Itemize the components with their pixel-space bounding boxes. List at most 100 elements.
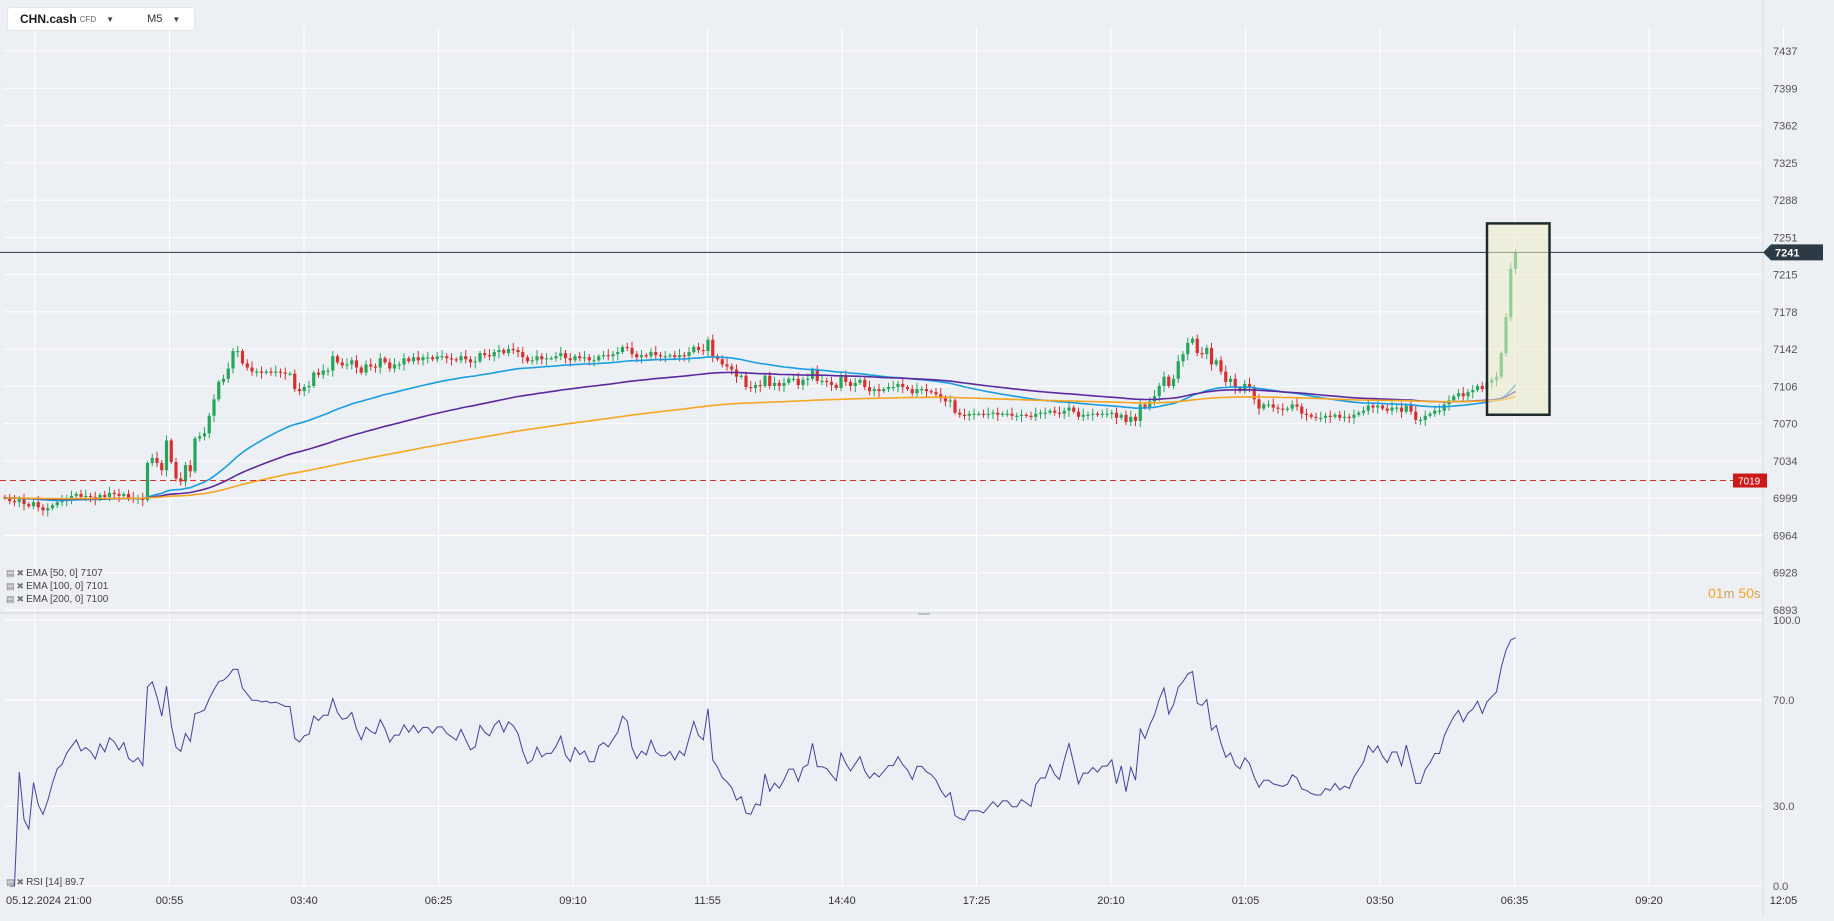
price-tick-label: 7142 — [1773, 344, 1797, 356]
candle-body — [1015, 415, 1019, 417]
legend-ema-100[interactable]: ▤ ✖ EMA [100, 0] 7101 — [6, 581, 108, 592]
time-tick-label: 14:40 — [828, 895, 856, 907]
time-tick-label: 03:50 — [1366, 895, 1394, 907]
candle-body — [1433, 410, 1437, 414]
candle-body — [692, 346, 696, 353]
candle-body — [1034, 413, 1038, 417]
price-tick-label: 7399 — [1773, 83, 1797, 95]
candle-body — [901, 383, 905, 388]
timeframe-dropdown-icon[interactable]: ▼ — [172, 14, 181, 24]
candle-body — [79, 493, 83, 497]
candle-body — [772, 382, 777, 386]
candle-body — [877, 389, 881, 392]
symbol-dropdown-icon[interactable]: ▼ — [106, 14, 115, 24]
candle-body — [1404, 405, 1408, 412]
candle-body — [36, 502, 40, 508]
candle-body — [521, 352, 525, 358]
candle-body — [554, 356, 558, 359]
candle-body — [673, 355, 677, 358]
legend-ema-50[interactable]: ▤ ✖ EMA [50, 0] 7107 — [6, 568, 103, 579]
candle-body — [1285, 408, 1290, 410]
candle-body — [283, 372, 287, 374]
candle-body — [578, 356, 582, 359]
settings-icon[interactable]: ▤ — [6, 877, 15, 887]
candle-body — [563, 353, 568, 359]
highlight-box[interactable] — [1485, 222, 1551, 417]
candle-body — [920, 389, 924, 391]
candle-body — [492, 352, 496, 357]
candle-body — [112, 492, 116, 495]
candle-body — [1005, 413, 1009, 415]
candle-body — [1395, 407, 1399, 409]
price-tick-label: 7288 — [1773, 195, 1797, 207]
candle-body — [1186, 342, 1190, 355]
candle-body — [55, 502, 59, 506]
candle-body — [953, 400, 957, 413]
candle-body — [402, 358, 406, 365]
candle-body — [1148, 401, 1152, 408]
countdown-seconds: 50 — [1738, 585, 1754, 601]
candle-body — [226, 368, 230, 379]
price-tick-label: 7070 — [1773, 419, 1797, 431]
candle-body — [606, 355, 610, 357]
candle-body — [1138, 404, 1142, 421]
candle-body — [350, 360, 354, 365]
candle-body — [459, 356, 463, 361]
candle-body — [1110, 412, 1114, 414]
countdown-minutes-unit: m — [1723, 586, 1735, 601]
candle-body — [1281, 408, 1285, 410]
candle-body — [60, 501, 64, 503]
price-tick-label: 7034 — [1773, 456, 1797, 468]
candle-body — [1143, 404, 1147, 408]
time-tick-label: 09:20 — [1635, 895, 1663, 907]
candle-body — [1157, 385, 1161, 397]
settings-icon[interactable]: ▤ — [6, 581, 15, 591]
candle-body — [1100, 413, 1104, 415]
candle-body — [236, 351, 240, 353]
candle-body — [958, 412, 962, 415]
candle-body — [782, 382, 786, 386]
candle-body — [948, 400, 952, 402]
candle-body — [1076, 411, 1081, 417]
close-icon[interactable]: ✖ — [16, 581, 25, 591]
time-axis[interactable]: 05.12.2024 21:00 00:55 03:40 06:25 09:10 11:5… — [6, 895, 1797, 907]
time-tick-label: 05.12.2024 21:00 — [6, 895, 92, 907]
candle-body — [625, 346, 629, 349]
level-tag[interactable] — [1733, 473, 1767, 488]
legend-rsi[interactable]: ▤ ✖ RSI [14] 89.7 — [6, 877, 84, 888]
candle-body — [31, 502, 36, 507]
candle-body — [725, 364, 729, 367]
price-tick-label: 7437 — [1773, 46, 1797, 58]
candle-body — [1062, 410, 1066, 414]
candle-body — [601, 355, 606, 357]
candle-body — [255, 371, 259, 373]
candle-body — [1105, 413, 1109, 415]
legend-ema-200[interactable]: ▤ ✖ EMA [200, 0] 7100 — [6, 594, 108, 605]
candle-body — [639, 355, 644, 358]
close-icon[interactable]: ✖ — [16, 568, 25, 578]
close-icon[interactable]: ✖ — [16, 594, 25, 604]
candle-body — [293, 373, 297, 390]
settings-icon[interactable]: ▤ — [6, 568, 15, 578]
symbol-name[interactable]: CHN.cash — [20, 12, 77, 26]
current-price-label: 7241 — [1775, 247, 1799, 259]
candle-body — [468, 359, 473, 363]
time-tick-label: 01:05 — [1232, 895, 1260, 907]
candle-body — [1314, 416, 1318, 419]
candle-body — [312, 372, 316, 386]
rsi-axis[interactable]: 100.0 70.0 30.0 0.0 — [1773, 615, 1801, 893]
close-icon[interactable]: ✖ — [16, 877, 25, 887]
settings-icon[interactable]: ▤ — [6, 594, 15, 604]
symbol-selector[interactable]: CHN.cash CFD ▼ M5 ▼ — [8, 8, 194, 30]
candle-body — [1271, 404, 1275, 408]
candle-body — [497, 350, 501, 353]
candle-body — [1176, 361, 1180, 379]
timeframe-label[interactable]: M5 — [147, 13, 163, 25]
candle-body — [910, 389, 914, 394]
candle-body — [825, 380, 829, 383]
candle-body — [69, 495, 74, 498]
price-axis[interactable]: 7437 7399 7362 7325 7288 7251 7215 7178 7142 7106… — [1773, 46, 1797, 617]
pane-resize-handle[interactable] — [918, 613, 930, 615]
